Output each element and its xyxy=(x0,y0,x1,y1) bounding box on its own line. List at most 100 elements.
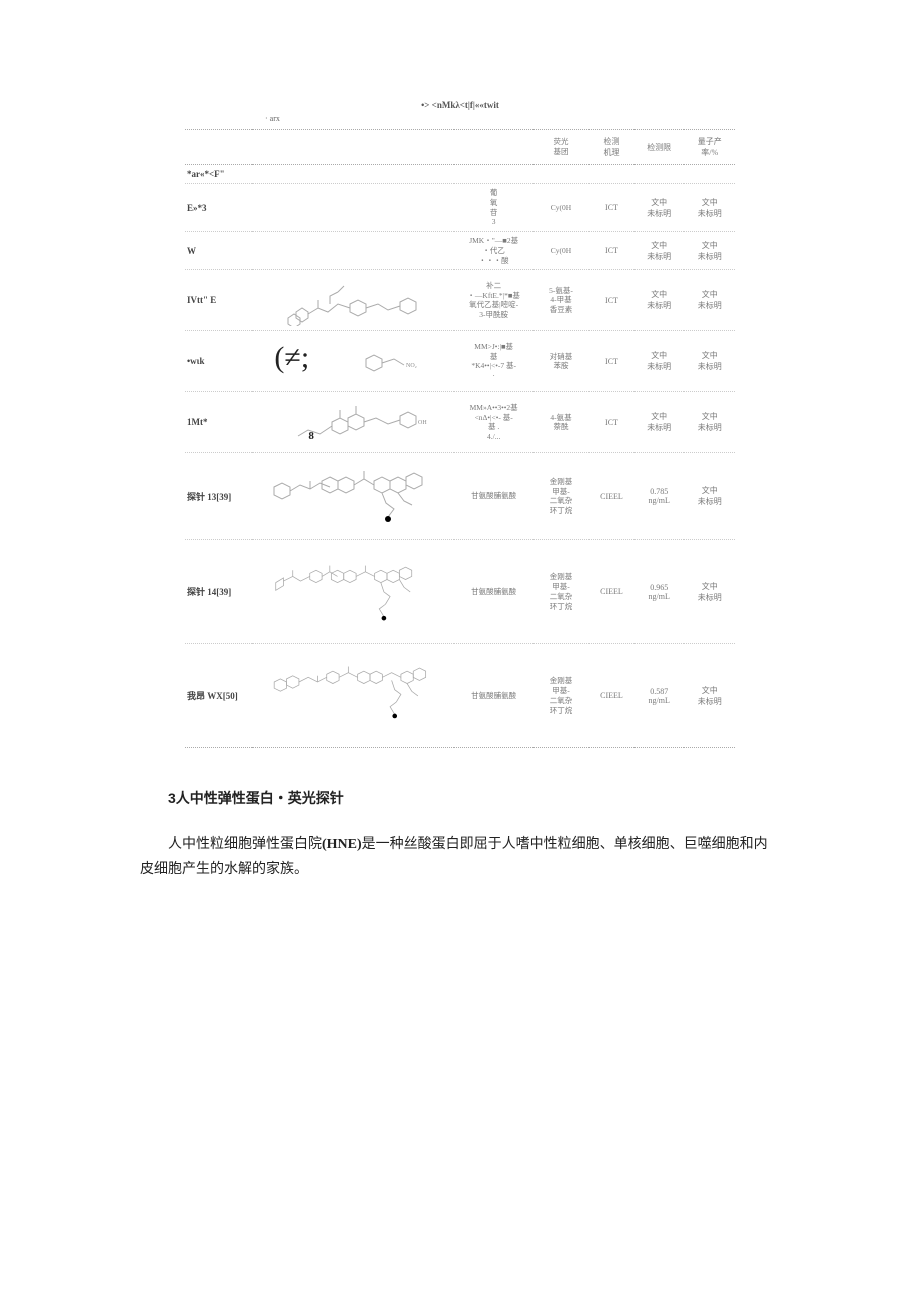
row-mech: 葡氧苷3 xyxy=(454,184,533,232)
row-fluor: Cy(0H xyxy=(533,184,589,232)
row-dye: ICT xyxy=(589,331,634,392)
row-mech: 补二・—KftE.*|*■基氧代乙基|嘧啶-3-甲酰胺 xyxy=(454,270,533,331)
row-dye xyxy=(589,165,634,184)
table-row: 1Mt* 8 OH xyxy=(185,392,735,453)
row-structure xyxy=(252,165,454,184)
row-mech: MM»A••3••2基<nΔ•|<•- 基-基 .4./... xyxy=(454,392,533,453)
section-number: 3 xyxy=(168,790,176,806)
table-row: W JMK・"—■2基・代乙・・・酸 Cy(0H ICT 文中未标明 文中未标明 xyxy=(185,232,735,270)
row-yield: 文中未标明 xyxy=(684,331,735,392)
row-structure xyxy=(252,184,454,232)
row-structure xyxy=(252,540,454,644)
digit-eight: 8 xyxy=(308,430,314,442)
row-mech: MM>J•:|■基基*K4••|<•-7 基-· xyxy=(454,331,533,392)
th-fluor: 荧光基团 xyxy=(533,130,589,165)
row-dye: CIEEL xyxy=(589,453,634,540)
row-limit: 文中未标明 xyxy=(634,184,685,232)
row-limit: 0.785ng/mL xyxy=(634,453,685,540)
row-mech: 甘氨酸脯氨酸 xyxy=(454,644,533,748)
row-mech: 甘氨酸脯氨酸 xyxy=(454,453,533,540)
probe-table-wrap: •> <nMkλ<t|f|««twit · arx 荧光基团 检测机理 检测限 … xyxy=(185,100,735,748)
row-yield: 文中未标明 xyxy=(684,270,735,331)
row-fluor: 对硝基苯胺 xyxy=(533,331,589,392)
row-yield: 文中未标明 xyxy=(684,453,735,540)
row-structure: 8 OH xyxy=(252,392,454,453)
th-limit: 检测限 xyxy=(634,130,685,165)
svg-text:OH: OH xyxy=(418,420,427,426)
row-fluor: Cy(0H xyxy=(533,232,589,270)
row-dye: CIEEL xyxy=(589,540,634,644)
table-subcaption: · arx xyxy=(265,114,735,123)
table-row: •wιk (≠; NO₂ MM>J•:|■基基*K4••|<•-7 基-· xyxy=(185,331,735,392)
molecule-diagram xyxy=(268,274,438,326)
row-limit: 0.965ng/mL xyxy=(634,540,685,644)
row-label: 1Mt* xyxy=(185,392,252,453)
row-label: 探针 14[39] xyxy=(185,540,252,644)
row-yield: 文中未标明 xyxy=(684,644,735,748)
probe-table: 荧光基团 检测机理 检测限 量子产率/% *ar«*<F" E» xyxy=(185,129,735,748)
th-mechanism xyxy=(454,130,533,165)
row-dye: CIEEL xyxy=(589,644,634,748)
row-yield: 文中未标明 xyxy=(684,232,735,270)
row-label: •wιk xyxy=(185,331,252,392)
row-label: *ar«*<F" xyxy=(185,165,252,184)
row-structure xyxy=(252,232,454,270)
row-dye: ICT xyxy=(589,392,634,453)
molecule-diagram xyxy=(268,648,438,743)
row-structure xyxy=(252,644,454,748)
table-row: 探针 14[39] xyxy=(185,540,735,644)
molecule-diagram: 8 OH xyxy=(268,396,438,448)
row-label: 探针 13[39] xyxy=(185,453,252,540)
row-mech: JMK・"—■2基・代乙・・・酸 xyxy=(454,232,533,270)
row-fluor: 金刚基甲基-二氧杂环丁烷 xyxy=(533,453,589,540)
row-mech: 甘氨酸脯氨酸 xyxy=(454,540,533,644)
th-dye: 检测机理 xyxy=(589,130,634,165)
row-label: 我昂 WX[50] xyxy=(185,644,252,748)
row-fluor: 4-氨基萘酰 xyxy=(533,392,589,453)
svg-text:NO₂: NO₂ xyxy=(406,363,417,369)
not-equal-symbol: (≠; xyxy=(274,341,309,375)
row-structure: (≠; NO₂ xyxy=(252,331,454,392)
row-label: E»*3 xyxy=(185,184,252,232)
row-dye: ICT xyxy=(589,270,634,331)
row-limit: 文中未标明 xyxy=(634,232,685,270)
row-fluor: 金刚基甲基-二氧杂环丁烷 xyxy=(533,540,589,644)
th-label xyxy=(185,130,252,165)
para-latin: (HNE) xyxy=(322,837,362,852)
row-limit: 0.587ng/mL xyxy=(634,644,685,748)
row-limit: 文中未标明 xyxy=(634,270,685,331)
section-heading: 3人中性弹性蛋白・英光探针 xyxy=(168,788,780,808)
row-yield xyxy=(684,165,735,184)
row-yield: 文中未标明 xyxy=(684,540,735,644)
row-yield: 文中未标明 xyxy=(684,184,735,232)
row-dye: ICT xyxy=(589,232,634,270)
row-dye: ICT xyxy=(589,184,634,232)
molecule-diagram: (≠; NO₂ xyxy=(268,335,438,387)
th-yield: 量子产率/% xyxy=(684,130,735,165)
table-caption: •> <nMkλ<t|f|««twit xyxy=(185,100,735,110)
para-pre: 人中性粒细胞弹性蛋白院 xyxy=(168,837,322,852)
table-row: E»*3 葡氧苷3 Cy(0H ICT 文中未标明 文中未标明 xyxy=(185,184,735,232)
table-row: 我昂 WX[50] xyxy=(185,644,735,748)
row-yield: 文中未标明 xyxy=(684,392,735,453)
row-mech xyxy=(454,165,533,184)
row-limit: 文中未标明 xyxy=(634,392,685,453)
row-structure xyxy=(252,453,454,540)
table-row: 探针 13[39] xyxy=(185,453,735,540)
row-label: W xyxy=(185,232,252,270)
row-limit: 文中未标明 xyxy=(634,331,685,392)
section-title: 人中性弹性蛋白・英光探针 xyxy=(176,790,344,806)
body-paragraph: 人中性粒细胞弹性蛋白院(HNE)是一种丝酸蛋白即屈于人嗜中性粒细胞、单核细胞、巨… xyxy=(140,832,780,882)
row-limit xyxy=(634,165,685,184)
molecule-diagram xyxy=(268,457,438,535)
row-fluor: 金刚基甲基-二氧杂环丁烷 xyxy=(533,644,589,748)
table-row: *ar«*<F" xyxy=(185,165,735,184)
molecule-diagram xyxy=(268,544,438,639)
row-fluor: 5-氨基-4-甲基香豆素 xyxy=(533,270,589,331)
row-structure xyxy=(252,270,454,331)
table-row: IVtt" E xyxy=(185,270,735,331)
row-label: IVtt" E xyxy=(185,270,252,331)
table-header-row: 荧光基团 检测机理 检测限 量子产率/% xyxy=(185,130,735,165)
row-fluor xyxy=(533,165,589,184)
th-structure xyxy=(252,130,454,165)
